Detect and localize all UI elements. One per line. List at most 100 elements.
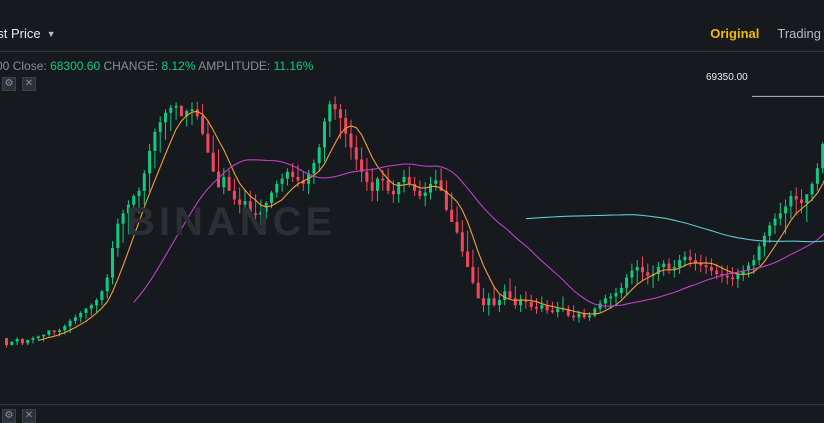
candle: [47, 330, 51, 335]
candle: [232, 190, 236, 200]
settings-icon[interactable]: ⚙: [2, 409, 16, 423]
candle: [89, 305, 93, 309]
close-icon[interactable]: ✕: [22, 409, 36, 423]
candle: [153, 131, 157, 151]
candle: [190, 109, 194, 112]
candle: [545, 305, 549, 311]
pane-divider: [0, 404, 824, 405]
candle: [20, 339, 24, 344]
candle: [137, 190, 141, 196]
candle: [270, 192, 273, 203]
chart-header: ast Price ▼ Original Trading: [0, 0, 824, 52]
tab-trading[interactable]: Trading: [777, 26, 821, 41]
candle: [794, 196, 798, 200]
candle: [513, 298, 517, 306]
candle: [535, 306, 538, 309]
candle: [444, 190, 448, 210]
candle: [455, 222, 459, 233]
candle: [450, 209, 454, 222]
candle: [614, 293, 618, 297]
candle: [26, 339, 30, 344]
price-type-dropdown[interactable]: ast Price ▼: [0, 26, 56, 41]
candle: [185, 111, 189, 117]
tab-original[interactable]: Original: [710, 26, 760, 41]
candle: [397, 182, 401, 195]
candle: [529, 301, 533, 307]
candle: [391, 190, 395, 195]
chevron-down-icon: ▼: [46, 28, 56, 39]
close-value: 68300.60: [50, 59, 101, 73]
candle: [386, 180, 390, 191]
close-icon[interactable]: ✕: [22, 77, 36, 91]
candle: [376, 178, 379, 191]
candle: [31, 338, 35, 340]
change-value: 8.12%: [161, 59, 196, 73]
candle: [111, 248, 114, 278]
candle: [407, 176, 411, 184]
candle: [609, 296, 613, 299]
candle: [476, 282, 480, 299]
candle: [519, 300, 523, 306]
ma-fast-line: [38, 110, 824, 342]
candle: [58, 330, 61, 333]
candle: [821, 144, 824, 169]
candle: [497, 300, 501, 306]
candle: [588, 315, 591, 318]
candle: [418, 190, 422, 196]
candle: [672, 267, 676, 269]
candle: [280, 178, 284, 184]
candle: [524, 300, 528, 302]
candle: [206, 133, 210, 153]
lower-pane-tools: ⚙ ✕: [2, 409, 36, 423]
candle: [694, 260, 697, 264]
candle: [678, 260, 682, 268]
candle: [704, 265, 708, 268]
change-label: CHANGE:: [103, 59, 159, 73]
close-label: Close:: [12, 59, 47, 73]
candle: [121, 213, 125, 224]
ma-slow-line: [525, 214, 824, 243]
candle: [402, 176, 406, 183]
candle: [699, 263, 703, 266]
candle: [800, 199, 803, 203]
candle: [757, 246, 761, 261]
candle: [148, 150, 152, 174]
candle: [572, 315, 576, 318]
candle: [10, 341, 14, 346]
candle: [222, 176, 226, 188]
candle: [582, 313, 586, 318]
candle: [164, 112, 167, 123]
candle: [354, 147, 358, 160]
ma-mid-line: [133, 159, 824, 307]
candle: [42, 334, 46, 337]
candle: [662, 263, 666, 268]
settings-icon[interactable]: ⚙: [2, 77, 16, 91]
candlestick-chart[interactable]: [0, 52, 824, 402]
candle: [731, 277, 735, 280]
ohlc-info-bar: 00 Close: 68300.60 CHANGE: 8.12% AMPLITU…: [0, 59, 313, 73]
candle: [323, 121, 326, 148]
candle: [227, 176, 231, 191]
candle: [126, 204, 130, 214]
candle: [603, 298, 607, 304]
chart-tools: ⚙ ✕: [2, 77, 36, 91]
candle: [667, 263, 671, 269]
candle: [778, 213, 782, 219]
candle: [540, 305, 544, 309]
candle: [471, 267, 475, 283]
candle: [248, 201, 252, 214]
candle: [52, 330, 56, 333]
candle: [598, 303, 602, 309]
candle: [550, 310, 554, 313]
candle: [370, 182, 374, 191]
candle: [259, 211, 263, 216]
candle: [556, 308, 560, 313]
candle: [105, 277, 109, 292]
candle: [593, 308, 597, 316]
candle: [349, 133, 353, 148]
amplitude-value: 11.16%: [273, 59, 314, 73]
candle: [810, 183, 814, 195]
candle: [487, 298, 491, 306]
candle: [805, 194, 809, 203]
candle: [301, 180, 305, 184]
